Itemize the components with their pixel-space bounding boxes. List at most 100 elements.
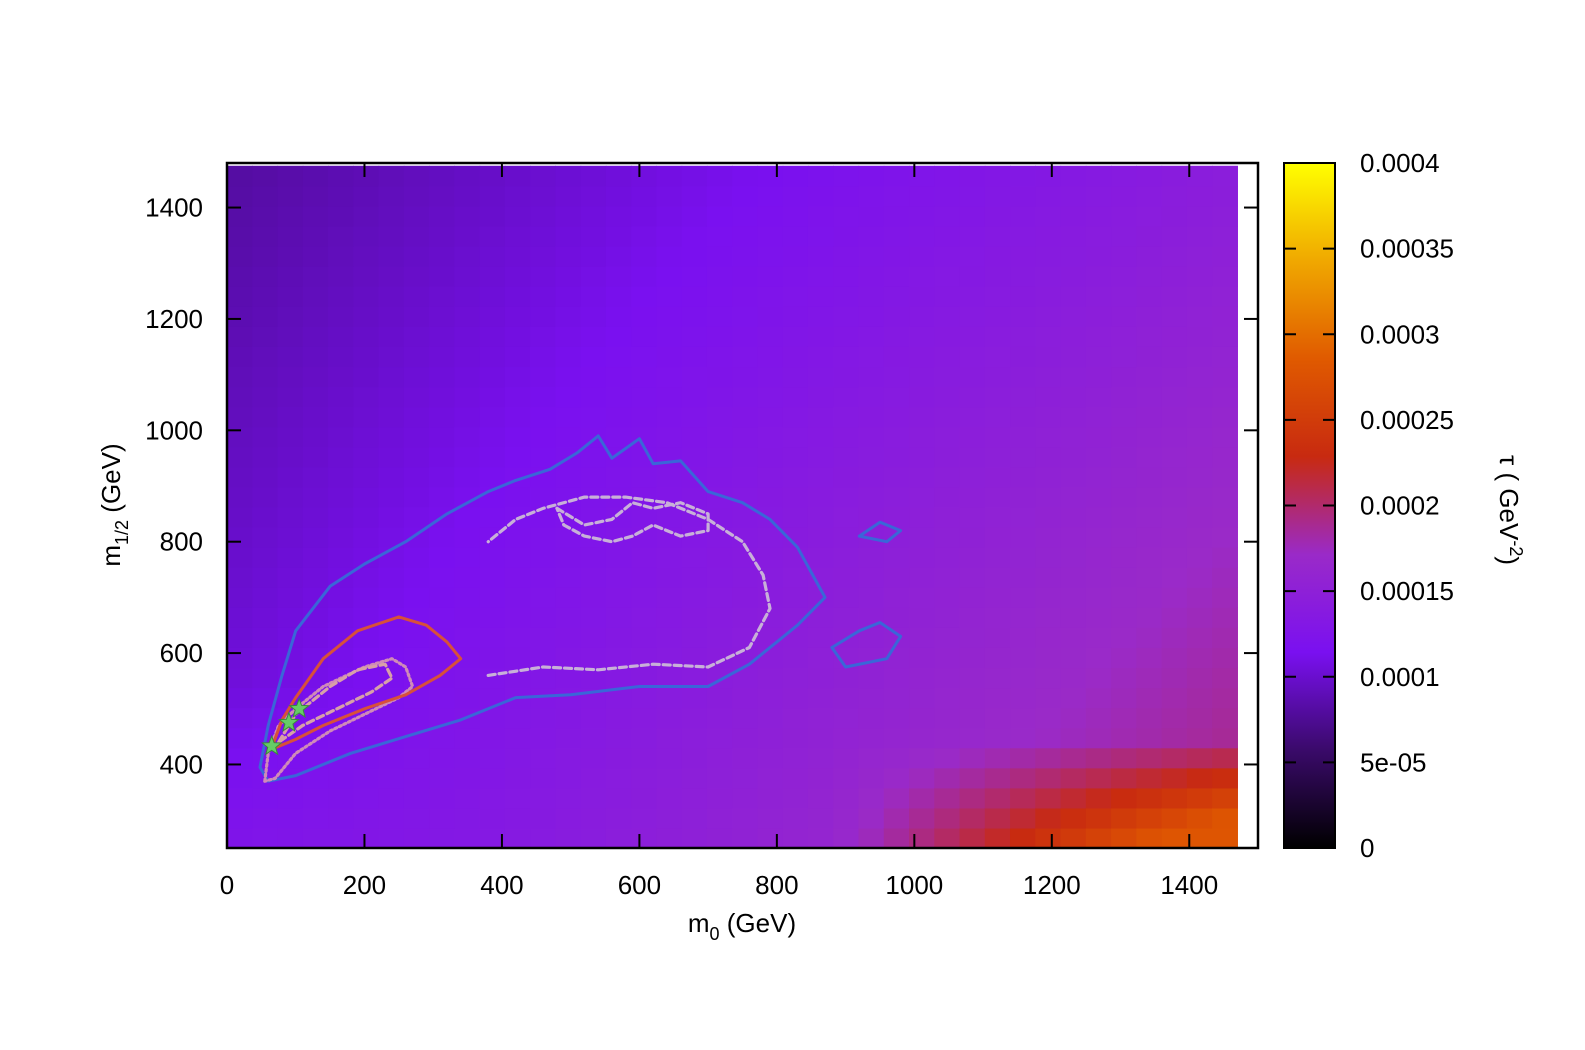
heatmap-cell [909, 326, 935, 347]
heatmap-cell [302, 266, 329, 287]
heatmap-cell [1010, 807, 1036, 829]
heatmap-cell [605, 627, 632, 648]
heatmap-cell [1085, 627, 1112, 648]
heatmap-cell [580, 326, 607, 347]
heatmap-cell [1035, 406, 1062, 428]
heatmap-cell [252, 386, 279, 408]
heatmap-cell [883, 446, 910, 468]
heatmap-cell [631, 266, 658, 287]
heatmap-cell [1060, 526, 1087, 548]
heatmap-cell [1212, 667, 1238, 689]
heatmap-cell [605, 807, 632, 829]
heatmap-cell [909, 306, 935, 327]
heatmap-cell [681, 446, 708, 468]
heatmap-cell [782, 346, 809, 368]
heatmap-cell [959, 446, 986, 468]
heatmap-cell [1212, 426, 1238, 448]
heatmap-cell [833, 526, 860, 548]
heatmap-cell [706, 827, 733, 848]
heatmap-cell [833, 587, 860, 608]
heatmap-cell [883, 306, 910, 327]
heatmap-cell [934, 486, 961, 508]
heatmap-cell [782, 827, 809, 848]
heatmap-cell [328, 767, 354, 789]
heatmap-cell [959, 406, 986, 428]
heatmap-cell [984, 185, 1011, 207]
heatmap-cell [302, 406, 329, 428]
y-tick-label: 800 [160, 527, 203, 557]
heatmap-cell [807, 286, 834, 307]
heatmap-cell [1060, 767, 1087, 789]
best-fit-star-marker [288, 697, 311, 719]
heatmap-cell [1010, 426, 1036, 448]
heatmap-cell [656, 185, 683, 207]
heatmap-cell [530, 506, 556, 528]
heatmap-cell [479, 406, 506, 428]
heatmap-cell [1085, 486, 1112, 508]
heatmap-cell [631, 366, 658, 388]
colorbar-label: τ ( GeV-2) [1494, 455, 1526, 565]
heatmap-cell [1212, 306, 1238, 327]
heatmap-cell [1085, 426, 1112, 448]
heatmap-cell [1212, 607, 1238, 628]
heatmap-cell [252, 225, 279, 247]
heatmap-cell [302, 526, 329, 548]
heatmap-cell [454, 687, 481, 709]
heatmap-cell [1111, 446, 1137, 468]
heatmap-cell [1212, 647, 1238, 669]
heatmap-cell [1060, 266, 1087, 287]
heatmap-cell [1060, 306, 1087, 327]
heatmap-cell [378, 567, 405, 588]
colorbar-tick-label: 0.0004 [1360, 148, 1440, 178]
heatmap-cell [984, 627, 1011, 648]
heatmap-cell [1085, 707, 1112, 729]
heatmap-cell [530, 607, 556, 628]
heatmap-cell [479, 687, 506, 709]
heatmap-cell [555, 225, 582, 247]
heatmap-cell [1212, 185, 1238, 207]
heatmap-cell [631, 406, 658, 428]
heatmap-cell [227, 165, 253, 187]
heatmap-cell [909, 667, 935, 689]
heatmap-cell [959, 185, 986, 207]
heatmap-cell [984, 426, 1011, 448]
heatmap-cell [807, 827, 834, 848]
heatmap-cell [227, 426, 253, 448]
heatmap-cell [1010, 346, 1036, 368]
heatmap-cell [959, 687, 986, 709]
heatmap-cell [277, 326, 304, 347]
heatmap-cell [454, 727, 481, 749]
heatmap-cell [858, 587, 885, 608]
heatmap-cell [353, 346, 380, 368]
heatmap-cell [807, 306, 834, 327]
heatmap-cell [1136, 266, 1163, 287]
heatmap-cell [1212, 807, 1238, 829]
heatmap-cell [605, 165, 632, 187]
heatmap-cell [1010, 205, 1036, 227]
heatmap-cell [530, 366, 556, 388]
heatmap-cell [833, 807, 860, 829]
heatmap-cell [479, 567, 506, 588]
heatmap-cell [1060, 446, 1087, 468]
heatmap-cell [1212, 486, 1238, 508]
heatmap-cell [277, 526, 304, 548]
heatmap-cell [984, 767, 1011, 789]
heatmap-cell [1136, 246, 1163, 267]
heatmap-cell [479, 667, 506, 689]
heatmap-cell [227, 185, 253, 207]
heatmap-cell [504, 185, 531, 207]
y-axis-ticks: 400 600 800 1000 1200 1400 [145, 193, 1258, 779]
heatmap-cell [909, 225, 935, 247]
heatmap-cell [757, 587, 784, 608]
heatmap-cell [757, 747, 784, 769]
heatmap-cell [605, 506, 632, 528]
heatmap-cell [252, 446, 279, 468]
heatmap-cell [934, 446, 961, 468]
heatmap-cell [555, 727, 582, 749]
heatmap-cell [1111, 547, 1137, 568]
heatmap-cell [353, 587, 380, 608]
heatmap-cell [757, 567, 784, 588]
heatmap-cell [656, 266, 683, 287]
heatmap-cell [909, 727, 935, 749]
heatmap-cell [328, 827, 354, 848]
